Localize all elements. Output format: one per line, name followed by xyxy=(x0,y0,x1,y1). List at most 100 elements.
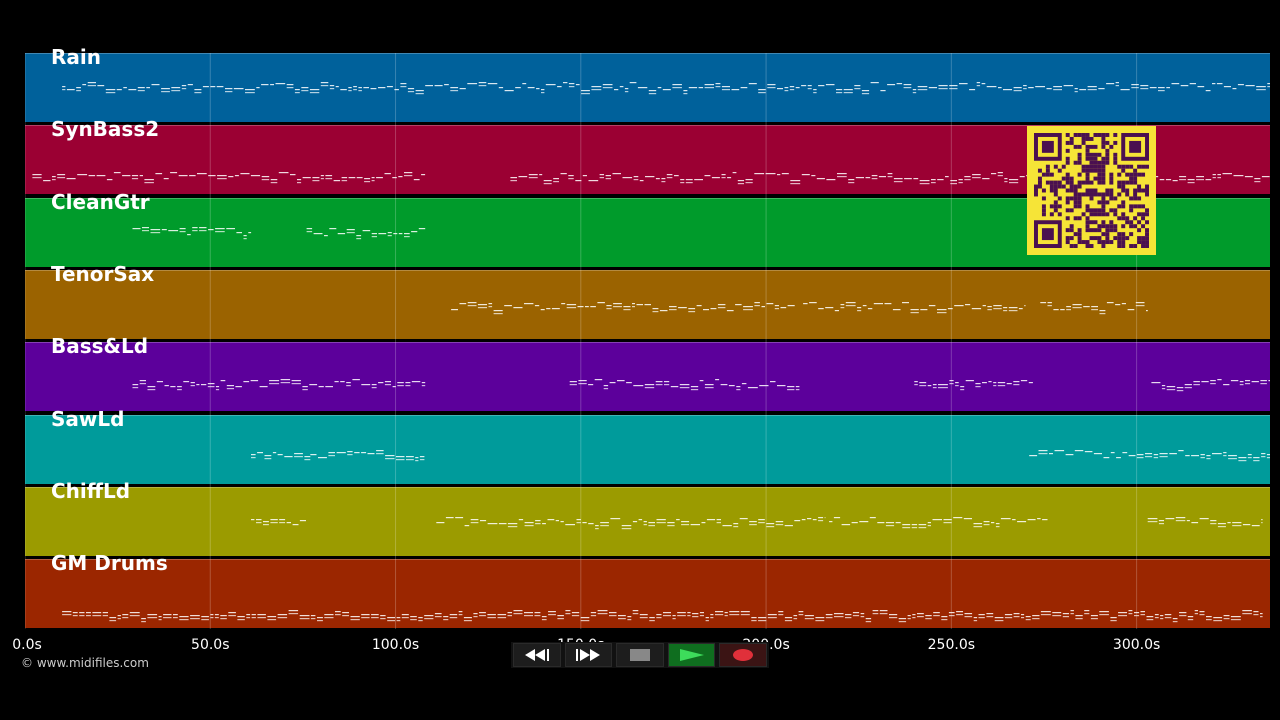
note-mark xyxy=(932,387,937,389)
note-mark xyxy=(361,617,370,619)
note-mark xyxy=(312,180,320,182)
note-mark xyxy=(543,180,552,182)
note-mark xyxy=(237,616,245,618)
note-mark xyxy=(672,618,676,620)
note-mark xyxy=(986,613,994,615)
note-mark xyxy=(918,526,927,528)
note-mark xyxy=(1172,618,1178,620)
note-mark xyxy=(1185,454,1190,456)
note-mark xyxy=(1013,384,1020,386)
stop-button[interactable] xyxy=(616,643,664,667)
note-mark xyxy=(834,616,844,618)
note-mark xyxy=(235,386,242,388)
play-button[interactable] xyxy=(667,643,716,667)
note-mark xyxy=(387,617,396,619)
note-mark xyxy=(987,308,992,311)
copyright-text: © www.midifiles.com xyxy=(21,656,149,670)
note-mark xyxy=(851,521,858,523)
note-mark xyxy=(571,612,580,614)
note-mark xyxy=(418,617,423,619)
note-mark xyxy=(914,381,918,383)
note-mark xyxy=(371,617,379,619)
note-mark xyxy=(179,230,186,232)
note-mark xyxy=(557,86,562,88)
note-mark xyxy=(177,386,182,388)
note-mark xyxy=(667,521,675,523)
note-mark xyxy=(301,90,309,92)
note-mark xyxy=(784,90,789,92)
note-mark xyxy=(1099,312,1106,315)
note-mark xyxy=(1180,85,1189,87)
note-mark xyxy=(201,384,207,386)
note-mark xyxy=(170,172,178,174)
note-mark xyxy=(137,90,145,92)
note-mark xyxy=(655,384,663,386)
note-mark xyxy=(902,301,909,304)
note-mark xyxy=(536,88,540,90)
note-mark xyxy=(679,384,690,386)
note-mark xyxy=(371,235,377,237)
note-mark xyxy=(301,87,309,89)
note-mark xyxy=(825,84,835,86)
note-mark xyxy=(1018,307,1023,310)
note-mark xyxy=(459,302,467,305)
note-mark xyxy=(299,618,310,620)
note-mark xyxy=(1027,518,1036,520)
note-mark xyxy=(758,89,766,91)
note-mark xyxy=(845,617,852,619)
note-mark xyxy=(1053,86,1062,88)
note-mark xyxy=(346,382,351,384)
note-mark xyxy=(451,308,458,311)
note-mark xyxy=(1121,302,1126,305)
rewind-button[interactable] xyxy=(513,643,561,667)
note-mark xyxy=(994,620,1004,622)
note-mark xyxy=(759,385,769,387)
note-mark xyxy=(299,519,306,521)
note-mark xyxy=(778,614,784,616)
note-mark xyxy=(1166,87,1170,89)
note-mark xyxy=(1008,306,1018,309)
note-mark xyxy=(286,84,294,86)
note-mark xyxy=(1158,90,1165,92)
note-mark xyxy=(1066,305,1071,308)
note-mark xyxy=(1267,86,1270,88)
note-mark xyxy=(825,306,834,309)
note-mark xyxy=(969,89,976,91)
note-mark xyxy=(907,618,911,620)
track-lane: TenorSax xyxy=(25,262,1270,339)
note-mark xyxy=(724,615,728,617)
note-mark xyxy=(950,180,957,182)
note-mark xyxy=(843,92,853,94)
note-mark xyxy=(978,617,985,619)
note-mark xyxy=(493,309,503,312)
note-mark xyxy=(903,87,912,89)
note-mark xyxy=(237,619,245,621)
note-mark xyxy=(1151,382,1161,384)
note-mark xyxy=(269,380,280,382)
note-mark xyxy=(87,85,96,87)
note-mark xyxy=(632,302,635,305)
note-mark xyxy=(1233,175,1244,177)
note-mark xyxy=(518,518,524,520)
note-mark xyxy=(613,305,622,308)
note-mark xyxy=(243,234,247,236)
note-mark xyxy=(425,85,433,87)
note-mark xyxy=(488,302,493,305)
note-mark xyxy=(872,613,879,615)
note-mark xyxy=(286,87,294,89)
fast-forward-button[interactable] xyxy=(564,643,613,667)
note-mark xyxy=(774,307,779,310)
record-button[interactable] xyxy=(719,643,767,667)
note-mark xyxy=(834,309,839,312)
note-mark xyxy=(1062,616,1069,618)
note-mark xyxy=(1047,301,1052,304)
note-mark xyxy=(1052,615,1062,617)
note-mark xyxy=(1075,615,1083,617)
note-mark xyxy=(380,615,386,617)
note-mark xyxy=(387,231,392,233)
note-mark xyxy=(972,174,981,176)
note-mark xyxy=(721,174,726,176)
note-mark xyxy=(371,177,375,179)
note-mark xyxy=(726,309,734,312)
note-mark xyxy=(1072,303,1082,306)
